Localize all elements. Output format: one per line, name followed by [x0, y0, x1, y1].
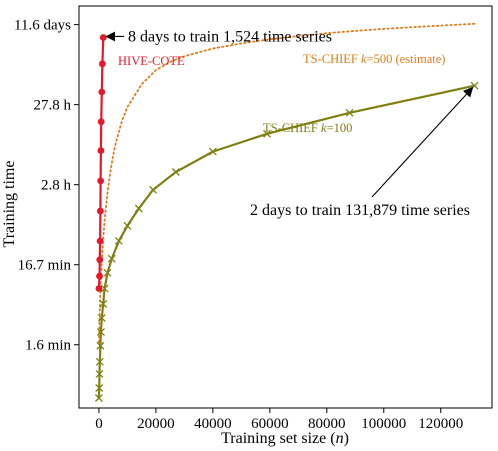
ts-chief-k100-line [97, 84, 475, 399]
hive-cote-point [98, 60, 106, 68]
ts-chief-k100-point [114, 237, 123, 245]
hive-cote-point [95, 285, 103, 292]
ts-chief-k100-point [100, 284, 109, 293]
ts-chief-k100-point [96, 341, 105, 350]
hive-cote-point [96, 256, 104, 264]
ts-chief-k100-point [263, 129, 271, 138]
hive-cote-point [99, 34, 107, 41]
ts-chief-k100-point [94, 394, 103, 402]
y-tick-label: 1.6 min [25, 338, 71, 354]
ts-chief-k100-point [134, 204, 143, 213]
annotation-hive-cote-text: 8 days to train 1,524 time series [128, 28, 332, 45]
y-tick-label: 11.6 days [14, 18, 71, 34]
x-tick-label: 120000 [418, 416, 463, 432]
plot-frame [78, 5, 493, 409]
x-axis-ticks: 0 20000 40000 60000 80000 100000 120000 [95, 408, 463, 432]
x-tick-label: 20000 [137, 416, 175, 432]
hive-cote-point [97, 118, 105, 126]
x-tick-label: 80000 [308, 416, 346, 432]
y-axis-title: Training time [1, 161, 18, 248]
hive-cote-point [97, 147, 105, 155]
ts-chief-k100-point [345, 108, 354, 117]
ts-chief-k100-point [171, 168, 180, 176]
ts-chief-k100-point [149, 185, 158, 194]
ts-chief-k100-label: TS-CHIEF k=100 [263, 121, 352, 135]
hive-cote-point [96, 207, 104, 215]
annotation-layer: 8 days to train 1,524 time series 2 days … [105, 28, 474, 219]
annotation-ts-chief-text: 2 days to train 131,879 time series [250, 202, 470, 219]
hive-cote-point [96, 237, 104, 245]
ts-chief-k100-point [208, 147, 217, 156]
ts-chief-k100-point [95, 357, 104, 366]
x-tick-label: 40000 [194, 416, 232, 432]
ts-chief-k100-point [96, 328, 105, 337]
hive-cote-point [96, 272, 103, 280]
ts-chief-k500-line [98, 22, 476, 344]
ts-chief-k100-point [95, 384, 104, 392]
x-tick-label: 100000 [361, 416, 406, 432]
annotation-arrow-ts-chief [371, 86, 474, 198]
ts-chief-k100-point [95, 369, 104, 378]
ts-chief-k100-point [107, 254, 116, 263]
x-axis-title: Training set size (n) [221, 430, 349, 447]
series-layer: HIVE-COTE TS-CHIEF k=100 TS-CHIEF k=500 (e… [94, 22, 479, 402]
y-axis-ticks: 1.6 min 16.7 min 2.8 h 27.8 h 11.6 days [14, 18, 79, 354]
hive-cote-point [98, 88, 106, 96]
ts-chief-k100-point [99, 299, 108, 308]
y-tick-label: 16.7 min [18, 258, 72, 274]
ts-chief-k100-point [123, 221, 132, 230]
y-tick-label: 27.8 h [34, 98, 72, 114]
hive-cote-point [97, 177, 105, 185]
ts-chief-k500-label: TS-CHIEF k=500 (estimate) [303, 52, 445, 66]
ts-chief-k100-point [103, 268, 112, 277]
x-tick-label: 0 [95, 416, 103, 432]
x-tick-label: 60000 [251, 416, 289, 432]
hive-cote-label: HIVE-COTE [118, 54, 185, 68]
y-tick-label: 2.8 h [41, 178, 72, 194]
ts-chief-k100-point [97, 314, 106, 322]
